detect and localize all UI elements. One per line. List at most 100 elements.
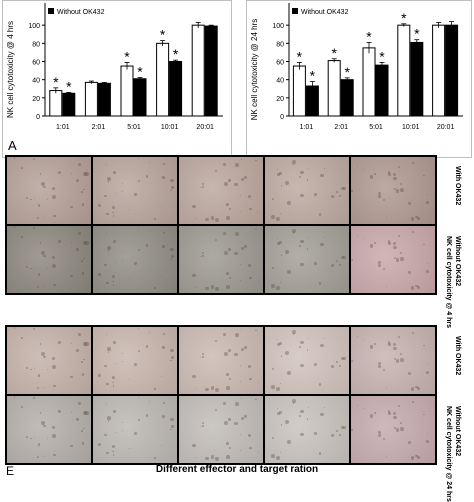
cell-speck bbox=[255, 329, 257, 332]
cell-speck bbox=[407, 372, 411, 376]
cell-speck bbox=[137, 227, 140, 229]
cell-speck bbox=[298, 345, 302, 349]
micrograph bbox=[5, 224, 93, 295]
y-tick-label: 20 bbox=[32, 96, 40, 103]
y-tick-label: 60 bbox=[32, 60, 40, 67]
cell-speck bbox=[393, 176, 397, 181]
cell-speck bbox=[387, 240, 391, 243]
cell-speck bbox=[97, 373, 101, 377]
cell-speck bbox=[320, 173, 325, 178]
cell-speck bbox=[111, 205, 116, 210]
cell-speck bbox=[240, 397, 242, 400]
cell-speck bbox=[300, 193, 304, 197]
micrograph bbox=[263, 325, 351, 396]
cell-speck bbox=[171, 185, 175, 189]
cell-speck bbox=[43, 424, 46, 428]
cell-speck bbox=[112, 240, 116, 243]
cell-speck bbox=[107, 181, 110, 183]
cell-speck bbox=[37, 374, 41, 377]
cell-speck bbox=[425, 200, 430, 205]
cell-speck bbox=[318, 383, 322, 386]
cell-speck bbox=[293, 333, 295, 335]
cell-speck bbox=[369, 344, 374, 349]
cell-speck bbox=[276, 168, 279, 171]
cell-speck bbox=[425, 269, 430, 274]
cell-speck bbox=[286, 200, 291, 205]
cell-speck bbox=[104, 433, 107, 437]
cell-speck bbox=[39, 173, 42, 175]
cell-speck bbox=[277, 343, 281, 347]
y-tick-label: 40 bbox=[276, 78, 284, 85]
cell-speck bbox=[70, 172, 72, 174]
legend-swatch bbox=[292, 8, 298, 14]
cell-speck bbox=[41, 251, 45, 256]
cell-speck bbox=[112, 381, 114, 384]
cell-speck bbox=[395, 359, 400, 364]
cell-speck bbox=[205, 387, 209, 392]
cell-speck bbox=[374, 173, 376, 176]
cell-speck bbox=[426, 193, 429, 195]
cell-speck bbox=[32, 396, 36, 399]
cell-speck bbox=[276, 407, 279, 410]
cell-speck bbox=[114, 431, 117, 434]
cell-speck bbox=[240, 177, 244, 181]
cell-speck bbox=[107, 177, 112, 182]
cell-speck bbox=[85, 411, 89, 415]
cell-speck bbox=[306, 349, 309, 352]
cell-speck bbox=[340, 426, 344, 430]
cell-speck bbox=[395, 189, 400, 194]
cell-speck bbox=[298, 175, 302, 179]
cell-speck bbox=[194, 287, 196, 289]
cell-speck bbox=[199, 186, 201, 188]
cell-speck bbox=[292, 330, 297, 335]
cell-speck bbox=[399, 251, 402, 254]
cell-speck bbox=[133, 362, 137, 366]
cell-speck bbox=[114, 261, 117, 264]
cell-speck bbox=[70, 274, 73, 277]
cell-speck bbox=[13, 226, 16, 228]
cell-speck bbox=[377, 264, 381, 268]
cell-speck bbox=[363, 168, 365, 170]
photo-row-without-ok432-24hrs bbox=[5, 394, 437, 465]
cell-speck bbox=[51, 255, 56, 260]
cell-speck bbox=[415, 285, 418, 288]
cell-speck bbox=[75, 179, 79, 183]
cell-speck bbox=[42, 217, 44, 219]
cell-speck bbox=[82, 257, 85, 260]
cell-speck bbox=[122, 430, 124, 432]
cell-speck bbox=[387, 412, 391, 416]
cell-speck bbox=[244, 346, 247, 349]
cell-speck bbox=[240, 328, 242, 331]
cell-speck bbox=[249, 207, 252, 211]
cell-speck bbox=[363, 338, 365, 340]
cell-speck bbox=[257, 382, 259, 384]
cell-speck bbox=[339, 433, 341, 436]
cell-speck bbox=[377, 365, 381, 369]
cell-speck bbox=[393, 245, 397, 250]
cell-speck bbox=[30, 267, 32, 270]
cell-speck bbox=[112, 280, 114, 283]
cell-speck bbox=[257, 212, 259, 214]
cell-speck bbox=[171, 424, 175, 428]
cell-speck bbox=[320, 242, 325, 247]
cell-speck bbox=[398, 166, 401, 169]
cell-speck bbox=[192, 204, 196, 209]
cell-speck bbox=[386, 216, 388, 219]
cell-speck bbox=[205, 217, 209, 222]
cell-speck bbox=[21, 236, 24, 238]
cell-speck bbox=[162, 176, 165, 179]
photo-row-with-ok432-24hrs bbox=[5, 325, 437, 396]
cell-speck bbox=[240, 227, 242, 230]
cell-speck bbox=[226, 441, 230, 445]
cell-speck bbox=[81, 442, 85, 445]
cell-speck bbox=[313, 193, 317, 196]
cell-speck bbox=[318, 452, 322, 455]
cell-speck bbox=[222, 401, 226, 405]
cell-speck bbox=[226, 216, 230, 220]
cell-speck bbox=[13, 327, 16, 329]
micrograph bbox=[263, 224, 351, 295]
cell-speck bbox=[244, 176, 247, 179]
x-tick-label: 20:01 bbox=[196, 124, 214, 131]
cell-speck bbox=[293, 163, 295, 165]
cell-speck bbox=[202, 422, 205, 425]
